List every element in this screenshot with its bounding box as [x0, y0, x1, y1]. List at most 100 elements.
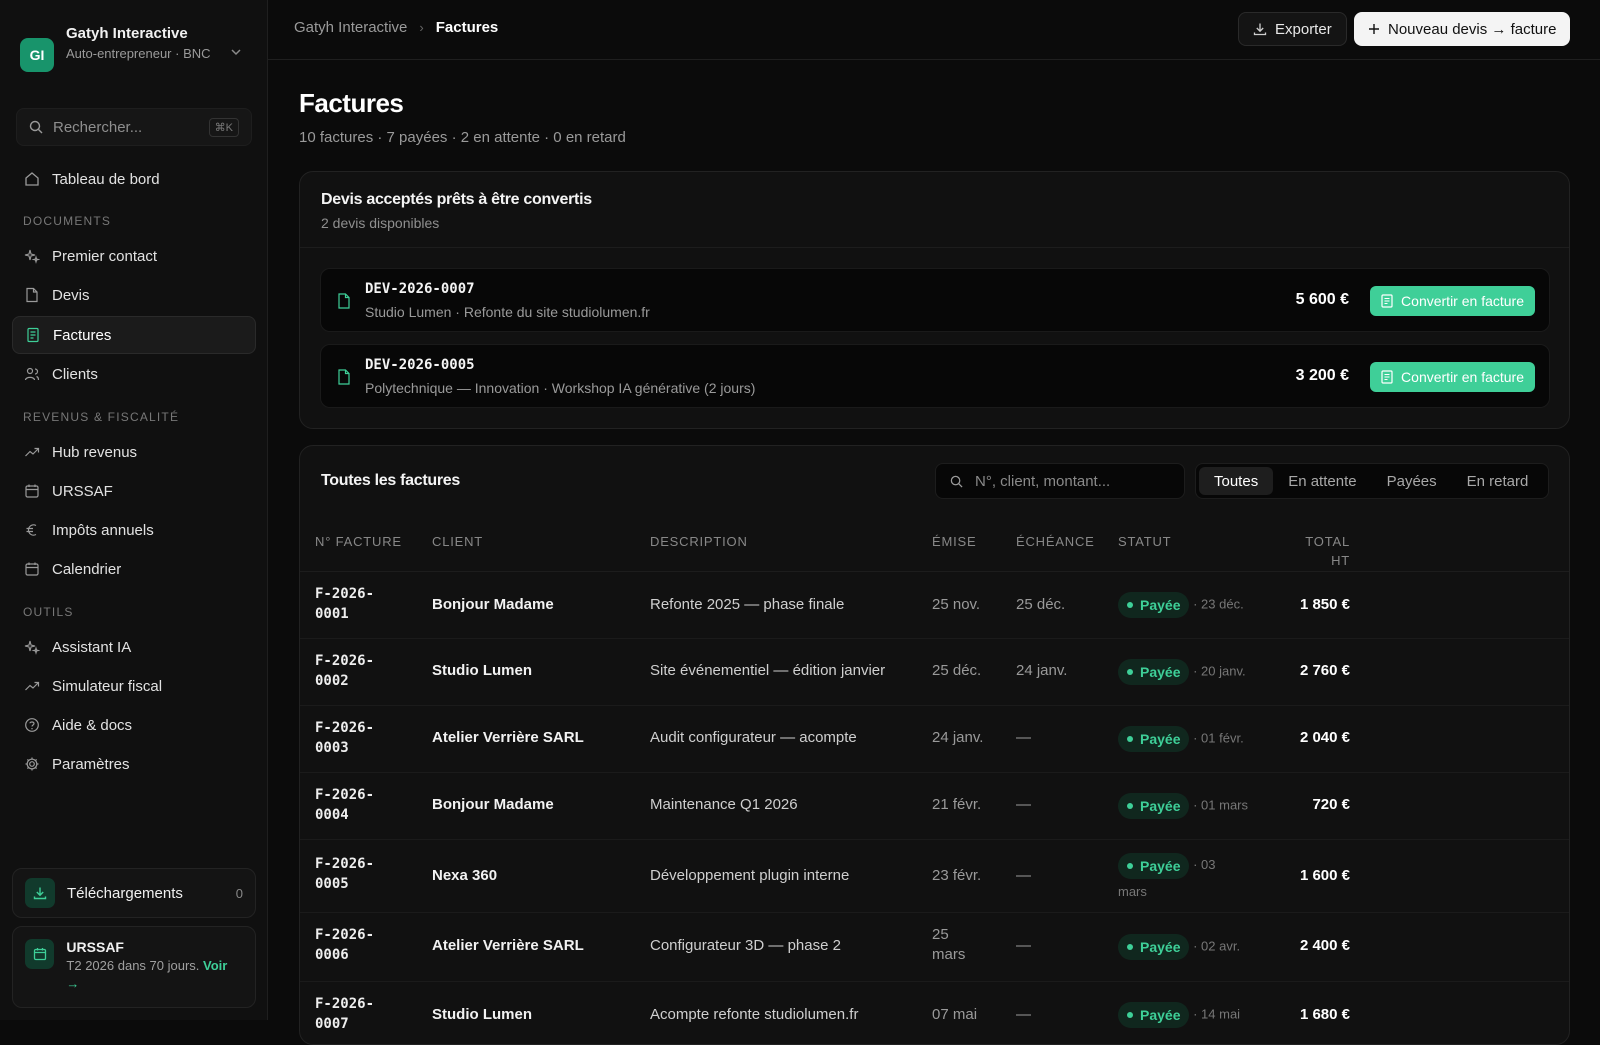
paid-date: · 01 févr.	[1193, 730, 1244, 746]
invoice-due-date: —	[1016, 867, 1031, 884]
invoice-issue-date: 25 mars	[932, 926, 966, 963]
invoice-issue-date: 21 févr.	[932, 796, 982, 813]
sidebar-item-premier-contact[interactable]: Premier contact	[12, 237, 256, 275]
search-shortcut: ⌘K	[208, 117, 239, 137]
calendar-icon	[24, 483, 40, 499]
sidebar-item-aide[interactable]: Aide & docs	[12, 706, 256, 744]
convert-to-invoice-button[interactable]: Convertir en facture	[1370, 286, 1535, 316]
invoice-status: Payée · 01 mars	[1118, 793, 1248, 819]
breadcrumb-current: Factures	[435, 19, 499, 36]
urssaf-card-title: URSSAF	[66, 939, 124, 955]
column-header-num[interactable]: N° FACTURE	[315, 534, 402, 549]
trending-up-icon	[24, 444, 40, 460]
column-header-total[interactable]: TOTAL HT	[1305, 534, 1350, 568]
downloads-count: 0	[235, 885, 243, 901]
chevron-right-icon: ›	[419, 20, 424, 35]
invoice-description: Configurateur 3D — phase 2	[650, 937, 841, 954]
tab-en-attente[interactable]: En attente	[1288, 472, 1357, 490]
status-badge: Payée	[1118, 726, 1190, 752]
invoice-status: Payée · 03 mars	[1118, 852, 1228, 905]
devis-row[interactable]: DEV-2026-0005 Polytechnique — Innovation…	[320, 344, 1550, 408]
table-row[interactable]: F-2026-0002 Studio Lumen Site événementi…	[300, 639, 1569, 706]
new-devis-button[interactable]: Nouveau devis → facture	[1354, 12, 1571, 46]
sparkle-icon	[24, 248, 40, 264]
invoice-number: F-2026-0003	[315, 720, 375, 756]
plus-icon	[1368, 23, 1388, 35]
invoices-title: Toutes les factures	[321, 472, 460, 489]
search-icon	[29, 120, 43, 134]
chevron-down-icon[interactable]	[230, 46, 242, 58]
invoice-issue-date: 25 déc.	[932, 662, 982, 679]
devis-number: DEV-2026-0007	[365, 281, 475, 297]
table-row[interactable]: F-2026-0001 Bonjour Madame Refonte 2025 …	[300, 572, 1569, 639]
receipt-icon	[1381, 294, 1401, 308]
invoice-issue-date: 25 nov.	[932, 596, 981, 613]
section-outils: OUTILS	[23, 605, 74, 619]
sidebar-item-dashboard[interactable]: Tableau de bord	[12, 160, 256, 198]
column-header-description[interactable]: DESCRIPTION	[650, 534, 748, 549]
invoices-panel: Toutes les factures N°, client, montant.…	[299, 445, 1570, 1045]
download-icon	[1253, 22, 1275, 36]
invoice-client: Bonjour Madame	[432, 596, 554, 613]
table-row[interactable]: F-2026-0007 Studio Lumen Acompte refonte…	[300, 982, 1569, 1044]
tab-payees[interactable]: Payées	[1386, 472, 1437, 490]
sidebar-item-factures[interactable]: Factures	[12, 316, 256, 354]
sidebar-search[interactable]: Rechercher... ⌘K	[16, 108, 252, 146]
invoice-issue-date: 23 févr.	[932, 867, 982, 884]
invoice-search-placeholder: N°, client, montant...	[975, 472, 1111, 490]
convert-to-invoice-button[interactable]: Convertir en facture	[1370, 362, 1535, 392]
page-subtitle: 10 factures · 7 payées · 2 en attente · …	[299, 129, 626, 146]
paid-date: · 02 avr.	[1193, 938, 1241, 954]
sidebar-item-clients[interactable]: Clients	[12, 355, 256, 393]
sidebar-item-label: Simulateur fiscal	[52, 677, 163, 695]
invoice-search-input[interactable]: N°, client, montant...	[935, 463, 1185, 499]
devis-panel-title: Devis acceptés prêts à être convertis	[321, 191, 592, 208]
status-badge: Payée	[1118, 852, 1190, 879]
column-header-emise[interactable]: ÉMISE	[932, 534, 977, 549]
sidebar-item-impots[interactable]: Impôts annuels	[12, 511, 256, 549]
invoice-client: Nexa 360	[432, 867, 498, 884]
invoice-client: Studio Lumen	[432, 662, 532, 679]
invoice-client: Bonjour Madame	[432, 796, 554, 813]
invoice-description: Refonte 2025 — phase finale	[650, 596, 845, 613]
sidebar-item-label: Premier contact	[52, 247, 158, 265]
search-icon	[950, 475, 963, 488]
invoice-status: Payée · 02 avr.	[1118, 934, 1248, 960]
export-button[interactable]: Exporter	[1238, 12, 1347, 46]
org-switcher[interactable]: GI Gatyh Interactive Auto-entrepreneur ·…	[20, 24, 248, 72]
status-badge: Payée	[1118, 1002, 1190, 1028]
devis-row[interactable]: DEV-2026-0007 Studio Lumen · Refonte du …	[320, 268, 1550, 332]
devis-description: Studio Lumen · Refonte du site studiolum…	[365, 304, 650, 320]
home-icon	[24, 171, 40, 187]
invoice-total: 1 600 €	[1299, 867, 1350, 884]
table-row[interactable]: F-2026-0003 Atelier Verrière SARL Audit …	[300, 706, 1569, 773]
users-icon	[24, 366, 40, 382]
urssaf-card-link[interactable]: Voir →	[66, 958, 228, 991]
sidebar-item-urssaf[interactable]: URSSAF	[12, 472, 256, 510]
invoice-description: Maintenance Q1 2026	[650, 796, 798, 813]
invoice-number: F-2026-0005	[315, 856, 375, 892]
sidebar-item-hub-revenus[interactable]: Hub revenus	[12, 433, 256, 471]
tab-en-retard[interactable]: En retard	[1466, 472, 1529, 490]
table-row[interactable]: F-2026-0006 Atelier Verrière SARL Config…	[300, 913, 1569, 982]
breadcrumb-root[interactable]: Gatyh Interactive	[294, 19, 408, 36]
breadcrumb: Gatyh Interactive › Factures	[294, 19, 498, 36]
devis-description: Polytechnique — Innovation · Workshop IA…	[365, 380, 756, 396]
sidebar-item-label: Hub revenus	[52, 443, 138, 461]
sidebar-item-parametres[interactable]: Paramètres	[12, 745, 256, 783]
column-header-echeance[interactable]: ÉCHÉANCE	[1016, 534, 1095, 549]
org-avatar: GI	[20, 38, 54, 72]
column-header-client[interactable]: CLIENT	[432, 534, 484, 549]
table-row[interactable]: F-2026-0005 Nexa 360 Développement plugi…	[300, 840, 1569, 913]
sidebar-item-label: Impôts annuels	[52, 521, 154, 539]
invoice-total: 2 760 €	[1299, 662, 1350, 679]
downloads-card[interactable]: Téléchargements 0	[12, 868, 256, 918]
tab-toutes[interactable]: Toutes	[1199, 467, 1274, 495]
sidebar-item-simulateur[interactable]: Simulateur fiscal	[12, 667, 256, 705]
download-icon	[25, 878, 55, 908]
sidebar-item-assistant[interactable]: Assistant IA	[12, 628, 256, 666]
sidebar-item-calendrier[interactable]: Calendrier	[12, 550, 256, 588]
table-row[interactable]: F-2026-0004 Bonjour Madame Maintenance Q…	[300, 773, 1569, 840]
column-header-statut[interactable]: STATUT	[1118, 534, 1172, 549]
sidebar-item-devis[interactable]: Devis	[12, 276, 256, 314]
